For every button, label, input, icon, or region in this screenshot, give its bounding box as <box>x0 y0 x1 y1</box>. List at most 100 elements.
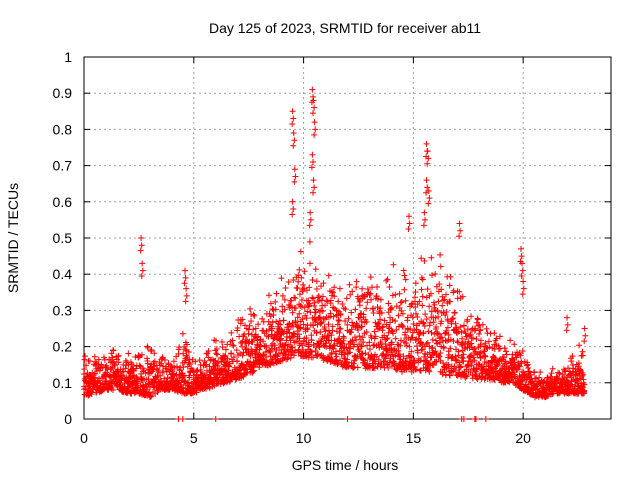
data-point <box>147 369 154 376</box>
data-point <box>277 321 284 328</box>
data-point <box>263 344 270 351</box>
data-point <box>270 311 277 318</box>
data-point <box>395 347 402 354</box>
data-point <box>184 341 191 348</box>
data-point <box>553 373 560 380</box>
data-point <box>278 275 285 282</box>
data-point <box>418 255 425 262</box>
data-point <box>366 346 373 353</box>
data-point <box>579 352 586 359</box>
y-tick-label: 0.5 <box>53 230 73 246</box>
data-point <box>421 353 428 360</box>
data-point <box>447 336 454 343</box>
data-point <box>517 245 524 252</box>
data-point <box>418 286 425 293</box>
data-point <box>314 321 321 328</box>
data-point <box>311 299 318 306</box>
data-point <box>374 283 381 290</box>
x-tick-label: 5 <box>190 430 198 446</box>
data-point <box>467 331 474 338</box>
data-point <box>388 327 395 334</box>
data-point <box>421 323 428 330</box>
data-point <box>269 319 276 326</box>
data-point <box>537 369 544 376</box>
data-point <box>513 354 520 361</box>
data-point <box>393 303 400 310</box>
data-point <box>223 379 230 386</box>
data-point <box>517 352 524 359</box>
data-point <box>434 330 441 337</box>
data-point <box>443 308 450 315</box>
data-point <box>581 381 588 388</box>
data-point <box>279 303 286 310</box>
data-point <box>353 284 360 291</box>
data-point <box>396 351 403 358</box>
data-point <box>371 328 378 335</box>
data-point <box>412 310 419 317</box>
data-point <box>325 321 332 328</box>
data-point <box>370 310 377 317</box>
data-point <box>421 209 428 216</box>
data-point <box>301 304 308 311</box>
data-point <box>344 416 351 422</box>
data-point <box>289 108 296 115</box>
data-point <box>401 286 408 293</box>
data-point <box>426 303 433 310</box>
data-point <box>391 360 398 367</box>
data-point <box>489 364 496 371</box>
data-point <box>308 337 315 344</box>
data-point <box>325 272 332 279</box>
data-point <box>363 305 370 312</box>
data-point <box>183 292 190 299</box>
data-point <box>569 353 576 360</box>
data-point <box>482 353 489 360</box>
data-point <box>443 291 450 298</box>
data-point <box>469 335 476 342</box>
data-point <box>491 330 498 337</box>
data-point <box>239 316 246 323</box>
data-point <box>317 338 324 345</box>
data-point <box>428 329 435 336</box>
data-point <box>292 305 299 312</box>
data-point <box>476 350 483 357</box>
data-point <box>316 344 323 351</box>
data-point <box>255 321 262 328</box>
data-point <box>298 274 305 281</box>
data-point <box>335 317 342 324</box>
data-point <box>233 347 240 354</box>
data-point <box>413 366 420 373</box>
data-point <box>439 302 446 309</box>
data-point <box>475 323 482 330</box>
data-point <box>418 339 425 346</box>
data-point <box>486 344 493 351</box>
data-point <box>95 375 102 382</box>
data-point <box>399 310 406 317</box>
data-point <box>182 274 189 281</box>
data-point <box>83 362 90 369</box>
data-point <box>386 359 393 366</box>
data-point <box>426 368 433 375</box>
data-point <box>460 322 467 329</box>
data-point <box>414 349 421 356</box>
data-point <box>516 363 523 370</box>
data-point <box>157 372 164 379</box>
data-point <box>390 330 397 337</box>
data-point <box>372 333 379 340</box>
data-point <box>536 374 543 381</box>
data-point <box>328 332 335 339</box>
data-point <box>373 353 380 360</box>
data-point <box>319 293 326 300</box>
data-point <box>423 315 430 322</box>
data-point <box>455 339 462 346</box>
data-point <box>464 316 471 323</box>
data-point <box>295 278 302 285</box>
data-point <box>289 344 296 351</box>
x-tick-label: 10 <box>296 430 312 446</box>
data-point <box>180 364 187 371</box>
data-point <box>464 326 471 333</box>
data-point <box>424 184 431 191</box>
data-point <box>139 260 146 267</box>
data-point <box>415 335 422 342</box>
data-point <box>309 151 316 158</box>
data-point <box>137 247 144 254</box>
